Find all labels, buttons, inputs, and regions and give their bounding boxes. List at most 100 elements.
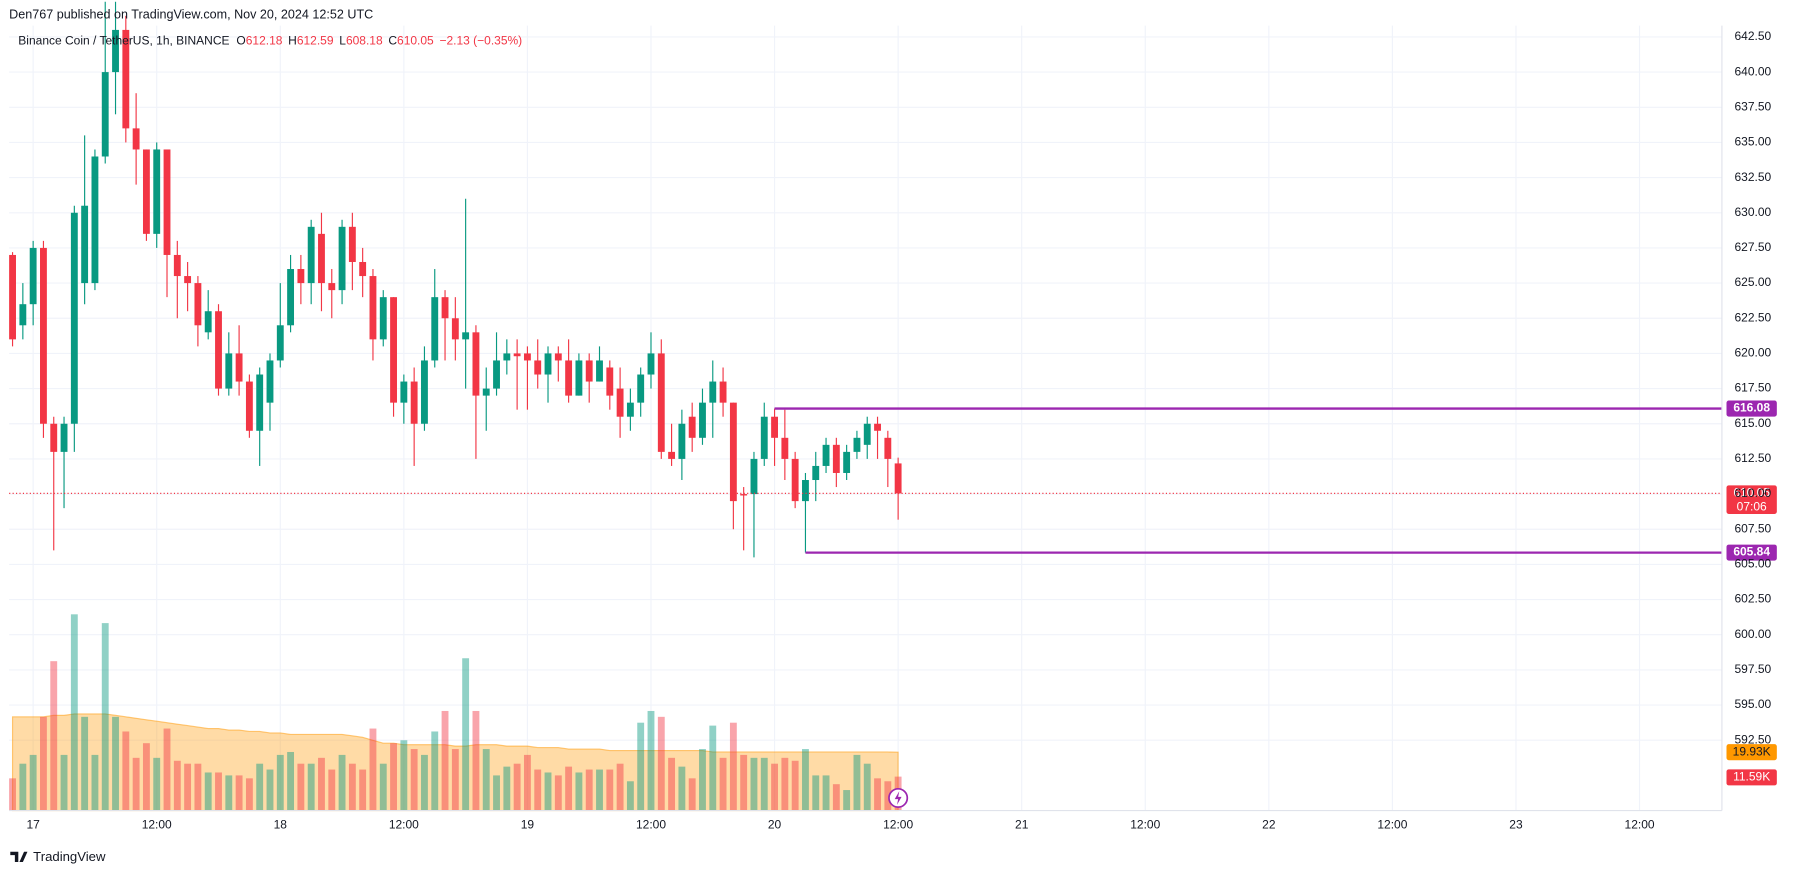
candle-body xyxy=(245,381,253,431)
candle-body xyxy=(616,388,624,417)
volume-bar xyxy=(482,749,490,811)
volume-bar xyxy=(421,754,428,811)
x-tick-label: 12:00 xyxy=(883,818,913,832)
publisher: Den767 published on TradingView.com, Nov… xyxy=(9,8,373,22)
volume-bar xyxy=(709,725,717,811)
volume-bar xyxy=(359,769,367,811)
ohlc-letter: O xyxy=(236,34,245,48)
candle-body xyxy=(874,423,881,431)
volume-bar xyxy=(781,757,789,811)
alert-bolt[interactable] xyxy=(894,791,902,805)
x-tick-label: 12:00 xyxy=(1377,818,1407,832)
candle-body xyxy=(462,332,470,340)
volume-bar xyxy=(9,778,16,811)
candle-body xyxy=(637,374,645,403)
candle-body xyxy=(235,353,243,382)
candle-body xyxy=(184,276,192,284)
candle-body xyxy=(699,402,706,438)
volume-bar xyxy=(565,766,573,811)
volume-bar xyxy=(173,760,181,811)
volume-bar xyxy=(245,778,253,811)
candle-body xyxy=(781,437,789,459)
x-tick-label: 12:00 xyxy=(636,818,666,832)
volume-bar xyxy=(101,623,109,811)
ohlc-letter: H xyxy=(288,34,297,48)
y-tick-label: 622.50 xyxy=(1735,310,1772,324)
level-label: 616.08 xyxy=(1733,401,1770,415)
alert-icon[interactable] xyxy=(888,787,909,808)
symbol: Binance Coin / TetherUS, 1h, BINANCE xyxy=(18,34,229,48)
volume-bar xyxy=(606,769,614,811)
candle-body xyxy=(678,423,686,459)
candle-body xyxy=(359,261,367,277)
candle-body xyxy=(29,247,37,305)
candle-body xyxy=(493,360,500,389)
candle-body xyxy=(142,149,150,234)
y-tick-label: 602.50 xyxy=(1735,592,1772,606)
volume-bar xyxy=(19,763,27,811)
candle-body xyxy=(688,416,696,438)
y-tick-label: 640.00 xyxy=(1735,64,1772,78)
candle-body xyxy=(400,381,408,403)
volume-bar xyxy=(297,763,305,811)
candle-body xyxy=(40,247,47,424)
volume-bar xyxy=(431,731,439,811)
volume-bar xyxy=(513,763,521,811)
volume-bar xyxy=(637,722,645,811)
brand: TradingView xyxy=(33,849,106,864)
volume-pane xyxy=(9,614,902,812)
x-tick-label: 12:00 xyxy=(1625,818,1655,832)
ohlc-letter: C xyxy=(388,34,397,48)
logo-mark xyxy=(10,851,28,863)
volume-bar xyxy=(235,775,243,811)
volume-bar xyxy=(843,790,851,811)
x-tick-label: 12:00 xyxy=(389,818,419,832)
candle-body xyxy=(122,29,130,129)
candle-body xyxy=(225,353,233,389)
candle-body xyxy=(554,353,562,361)
candle-body xyxy=(626,402,634,417)
candle-body xyxy=(894,463,902,494)
volume-bar xyxy=(647,710,655,811)
x-tick-label: 20 xyxy=(768,818,782,832)
candle-body xyxy=(822,444,830,466)
volume-bar xyxy=(390,743,397,811)
candle-body xyxy=(215,311,222,389)
volume-bar xyxy=(451,749,459,811)
legend: Binance Coin / TetherUS, 1h, BINANCE O612… xyxy=(18,34,522,48)
candle-body xyxy=(843,451,851,473)
volume-bar xyxy=(503,766,511,811)
candle-body xyxy=(596,360,603,382)
volume-bar xyxy=(616,763,624,811)
candle-body xyxy=(421,360,428,424)
volume-bar xyxy=(379,763,387,811)
volume-bar xyxy=(369,728,377,811)
candle-body xyxy=(503,353,511,361)
candle-body xyxy=(802,480,809,502)
volume-bar xyxy=(132,757,140,811)
y-tick-label: 625.00 xyxy=(1735,275,1772,289)
volume-bar xyxy=(266,769,274,811)
y-tick-label: 617.50 xyxy=(1735,381,1772,395)
candle-body xyxy=(19,304,27,326)
candle-body xyxy=(657,353,665,452)
candles xyxy=(9,1,902,558)
candle-body xyxy=(760,416,768,459)
volume-bar xyxy=(760,757,768,811)
volume-bar xyxy=(318,757,325,811)
volume-bar xyxy=(60,754,68,811)
candle-body xyxy=(853,437,861,452)
volume-bar xyxy=(668,757,676,811)
volume-bar xyxy=(523,754,531,811)
volume-bar xyxy=(204,772,212,811)
volume-bar xyxy=(112,716,119,811)
volume-bar xyxy=(338,754,346,811)
candle-body xyxy=(81,205,89,284)
candle-body xyxy=(513,353,521,357)
candle-body xyxy=(287,269,295,326)
candle-body xyxy=(276,325,284,361)
countdown: 07:06 xyxy=(1737,499,1767,513)
candle-body xyxy=(112,29,119,73)
volume-bar xyxy=(194,763,202,811)
